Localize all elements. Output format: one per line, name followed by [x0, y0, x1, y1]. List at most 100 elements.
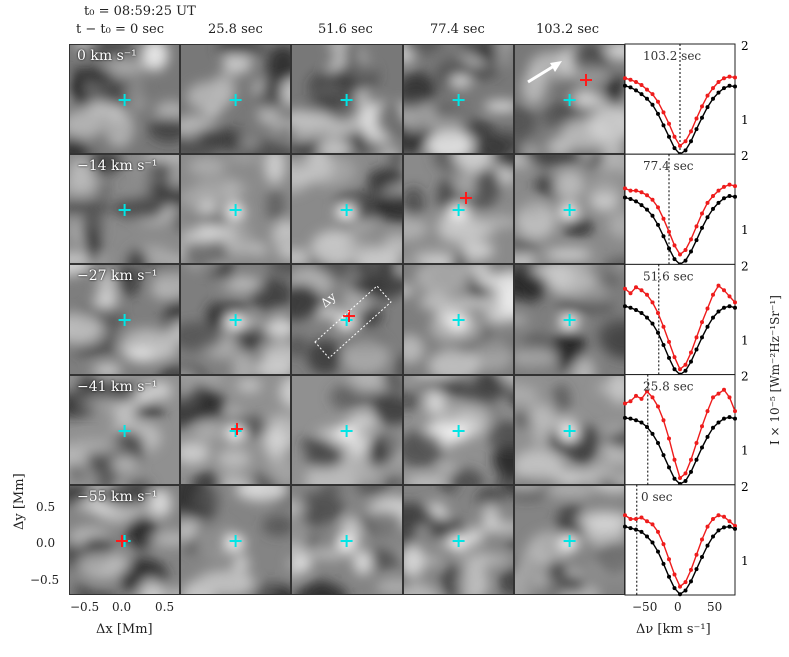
- cyan-marker: [452, 534, 465, 547]
- cyan-marker: [452, 424, 465, 437]
- profile-point: [700, 320, 704, 325]
- cyan-marker: [229, 314, 242, 327]
- profile-time-label: 77.4 sec: [643, 159, 694, 173]
- profile-point: [623, 286, 627, 291]
- profile-point: [656, 205, 660, 210]
- profile-point: [678, 592, 682, 597]
- profile-point: [700, 115, 704, 120]
- profile-point: [689, 359, 693, 364]
- profile-point: [645, 96, 649, 101]
- profile-point: [711, 425, 715, 430]
- profile-point: [667, 339, 671, 344]
- profile-frame: [624, 43, 736, 155]
- profile-point: [656, 441, 660, 445]
- cyan-marker: [563, 314, 576, 327]
- profile-point: [623, 524, 627, 529]
- cyan-marker: [118, 424, 131, 437]
- profile-point: [727, 304, 732, 309]
- x-tick-00: 0.0: [112, 600, 132, 614]
- profile-time-label: 0 sec: [641, 490, 673, 504]
- image-panel: [291, 484, 403, 595]
- profile-point: [645, 534, 649, 539]
- profile-point: [634, 393, 638, 398]
- profile-point: [705, 434, 710, 439]
- profile-point: [716, 513, 721, 518]
- profile-point: [634, 88, 638, 93]
- profile-point: [683, 258, 688, 263]
- cyan-marker: [229, 94, 242, 106]
- profile-point: [634, 527, 638, 532]
- profile-point: [639, 515, 644, 520]
- profile-point: [650, 102, 655, 107]
- profile-point: [733, 305, 737, 310]
- profile-point: [656, 529, 660, 534]
- profile-point: [667, 355, 671, 360]
- profile-point: [661, 418, 666, 423]
- profile-y-tick-1: 1: [741, 223, 749, 237]
- profile-y-tick-2: 2: [741, 259, 749, 273]
- profile-y-tick-1: 1: [741, 444, 749, 458]
- image-panel: [402, 154, 514, 265]
- cyan-marker: [452, 94, 465, 106]
- profile-point: [716, 309, 721, 314]
- profile-point: [722, 196, 726, 201]
- profile-point: [645, 193, 649, 198]
- profile-point: [650, 395, 655, 400]
- profile-point: [678, 367, 682, 372]
- image-panel: [180, 484, 292, 595]
- profile-point: [733, 84, 737, 89]
- profile-point: [705, 93, 710, 98]
- profile-point: [672, 572, 677, 577]
- velocity-label: −41 km s⁻¹: [77, 378, 158, 395]
- image-panel: [402, 484, 514, 595]
- profile-point: [727, 294, 732, 299]
- profile-point: [689, 457, 693, 462]
- profile-point: [694, 567, 699, 572]
- profile-point: [672, 367, 677, 372]
- cyan-marker: [118, 94, 131, 106]
- profile-point: [623, 186, 627, 191]
- profile-point: [689, 249, 693, 254]
- velocity-label: −14 km s⁻¹: [77, 158, 158, 175]
- profile-point: [628, 416, 633, 421]
- profile-point: [667, 134, 671, 139]
- profile-point: [727, 524, 732, 529]
- profile-point: [656, 330, 660, 335]
- profile-point: [711, 534, 715, 539]
- profile-point: [722, 288, 726, 293]
- profile-point: [639, 203, 644, 208]
- profile-point: [705, 200, 710, 205]
- profile-point: [683, 479, 688, 483]
- profile-point: [672, 476, 677, 481]
- profile-point: [733, 526, 737, 531]
- image-panel: −41 km s⁻¹: [69, 374, 181, 485]
- profile-point: [645, 207, 649, 212]
- profile-point: [628, 291, 633, 296]
- profile-point: [678, 475, 682, 480]
- profile-point: [628, 517, 633, 521]
- profile-x-tick-50: 50: [707, 600, 723, 614]
- profile-point: [672, 457, 677, 462]
- profile-point: [639, 190, 644, 195]
- profile-point: [650, 92, 655, 97]
- image-panel: [402, 264, 514, 375]
- profile-point: [661, 561, 666, 566]
- profile-point: [689, 139, 693, 144]
- profile-x-tick-m50: −50: [632, 600, 658, 614]
- profile-point: [700, 445, 704, 450]
- profile-point: [683, 580, 688, 585]
- profile-point: [661, 216, 666, 221]
- profile-point: [700, 537, 704, 542]
- x-tick-m05: −0.5: [70, 600, 100, 614]
- profile-point: [694, 552, 699, 557]
- profile-point: [639, 311, 644, 316]
- profile-point: [634, 199, 638, 204]
- profile-y-tick-2: 2: [741, 480, 749, 494]
- profile-point: [716, 80, 721, 84]
- y-axis-label: Δy [Mm]: [12, 473, 27, 530]
- profile-point: [700, 424, 704, 429]
- profile-point: [722, 305, 726, 310]
- image-panel: [180, 264, 292, 375]
- profile-point: [689, 567, 693, 572]
- profile-point: [683, 368, 688, 373]
